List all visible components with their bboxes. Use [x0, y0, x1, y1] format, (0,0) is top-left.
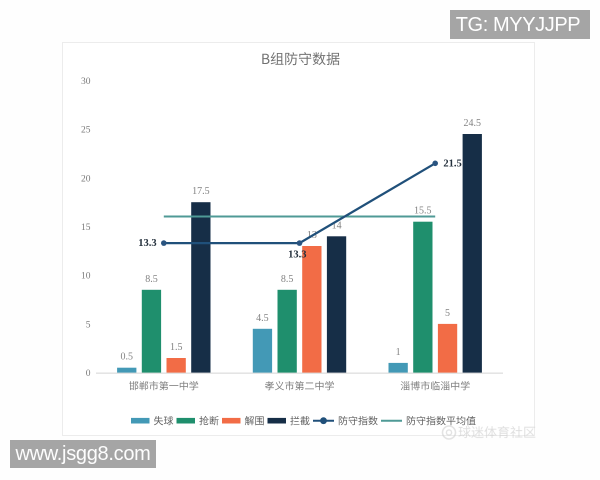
svg-text:5: 5 [86, 320, 91, 330]
svg-text:24.5: 24.5 [463, 118, 481, 129]
svg-text:5: 5 [445, 308, 450, 319]
svg-text:8.5: 8.5 [281, 274, 294, 285]
svg-text:0: 0 [86, 369, 91, 379]
svg-text:1.5: 1.5 [170, 342, 183, 353]
svg-text:1: 1 [396, 347, 401, 358]
svg-text:14: 14 [332, 220, 342, 231]
svg-text:4.5: 4.5 [256, 313, 269, 324]
svg-text:13.3: 13.3 [138, 238, 156, 249]
svg-text:10: 10 [81, 272, 91, 282]
svg-text:25: 25 [81, 126, 91, 136]
svg-text:30: 30 [81, 77, 91, 87]
svg-text:13.3: 13.3 [288, 249, 306, 260]
svg-text:20: 20 [81, 174, 91, 184]
svg-text:17.5: 17.5 [192, 186, 210, 197]
svg-text:0.5: 0.5 [121, 352, 134, 363]
svg-text:15.5: 15.5 [414, 206, 432, 217]
svg-text:15: 15 [81, 223, 91, 233]
svg-text:8.5: 8.5 [145, 274, 158, 285]
svg-text:21.5: 21.5 [443, 159, 461, 170]
